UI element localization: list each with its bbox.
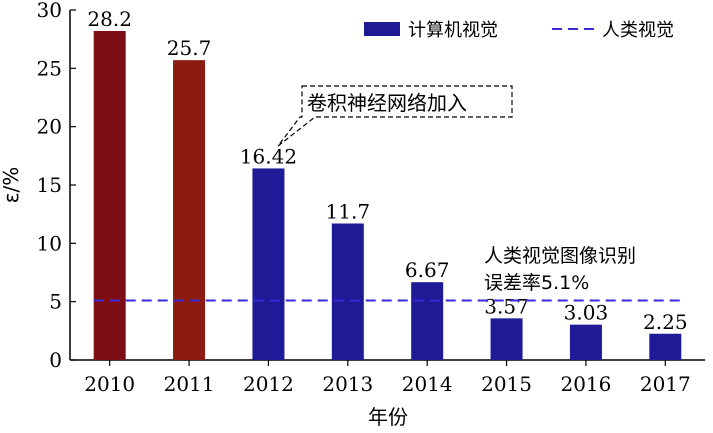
x-axis-label: 年份: [368, 405, 408, 429]
x-tick-label: 2014: [402, 372, 453, 396]
y-tick-label: 30: [37, 0, 62, 22]
bar-value-label: 3.03: [564, 301, 609, 325]
bar: [93, 31, 126, 360]
bar: [490, 318, 523, 360]
axes: 0 5 10 15 20 25 30 2010 2011 2012 2013 2014 2015 2016…: [37, 0, 705, 396]
y-tick-label: 5: [49, 290, 62, 314]
legend-label-computer-vision: 计算机视觉: [408, 20, 498, 41]
bar: [649, 333, 682, 360]
legend-swatch-computer-vision: [364, 22, 400, 36]
bar: [569, 324, 602, 360]
bar-value-label: 2.25: [643, 310, 688, 334]
legend-label-human-vision: 人类视觉: [602, 20, 674, 41]
x-tick-label: 2016: [560, 372, 611, 396]
bar: [173, 60, 206, 361]
bar-value-label: 25.7: [167, 36, 212, 60]
value-labels: 28.2 25.7 16.42 11.7 6.67 3.57 3.03 2.25: [87, 7, 687, 334]
bar-value-label: 6.67: [405, 258, 450, 282]
bar-value-label: 16.42: [240, 144, 297, 168]
x-tick-label: 2015: [481, 372, 532, 396]
y-tick-label: 10: [37, 231, 62, 255]
x-tick-label: 2012: [243, 372, 294, 396]
human-vision-note-line1: 人类视觉图像识别: [484, 245, 636, 267]
bar-value-label: 28.2: [87, 7, 132, 31]
x-tick-label: 2011: [164, 372, 215, 396]
x-tick-label: 2017: [640, 372, 691, 396]
x-tick-label: 2010: [84, 372, 135, 396]
bar: [331, 223, 364, 360]
legend: 计算机视觉 人类视觉: [364, 20, 674, 41]
y-tick-label: 25: [37, 56, 62, 80]
human-vision-note-line2: 误差率5.1%: [484, 272, 589, 294]
bar-value-label: 3.57: [484, 294, 529, 318]
y-axis-label: ε/%: [0, 167, 23, 204]
bar: [252, 168, 285, 360]
bars: [93, 31, 682, 361]
bar-value-label: 11.7: [326, 200, 371, 224]
human-vision-annotation: 人类视觉图像识别 误差率5.1%: [484, 245, 636, 294]
cnn-callout-text: 卷积神经网络加入: [307, 91, 467, 115]
cnn-callout-box: [277, 85, 513, 147]
x-tick-label: 2013: [322, 372, 373, 396]
bar: [411, 282, 444, 360]
y-tick-label: 20: [37, 115, 62, 139]
y-tick-label: 15: [37, 173, 62, 197]
y-tick-label: 0: [49, 348, 62, 372]
cnn-annotation: 卷积神经网络加入: [277, 85, 513, 147]
